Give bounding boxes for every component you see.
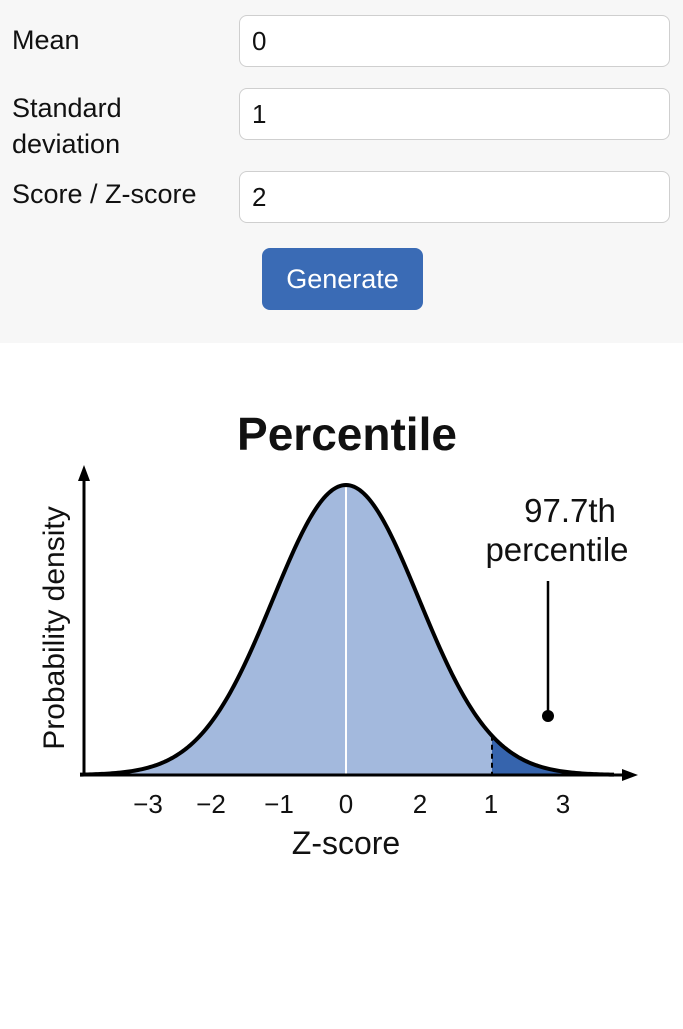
percentile-annotation-line2: percentile (485, 531, 628, 568)
x-axis-label: Z-score (292, 825, 400, 861)
score-input[interactable] (239, 171, 670, 223)
chart-title: Percentile (237, 408, 457, 460)
x-tick-label: 2 (413, 789, 427, 819)
percentile-annotation-line1: 97.7th (524, 492, 616, 529)
y-axis (78, 465, 90, 775)
input-form: Mean Standard deviation Score / Z-score … (0, 0, 683, 343)
x-tick-label: −3 (133, 789, 163, 819)
sd-label-line2: deviation (12, 129, 121, 159)
x-tick-label: −1 (264, 789, 294, 819)
x-tick-labels: −3 −2 −1 0 2 1 3 (133, 789, 570, 819)
chart-svg: Percentile −3 −2 −1 0 2 1 3 Z-score Probabilit… (38, 408, 638, 861)
x-axis-arrow (622, 769, 638, 781)
annotation-pointer-dot (542, 710, 554, 722)
normal-curve (79, 482, 615, 777)
x-tick-label: 3 (556, 789, 570, 819)
y-axis-label: Probability density (38, 506, 71, 749)
sd-label-line1: Standard (12, 93, 122, 123)
x-tick-label: 1 (484, 789, 498, 819)
generate-button[interactable]: Generate (262, 248, 423, 310)
mean-label: Mean (12, 25, 80, 55)
mean-input[interactable] (239, 15, 670, 67)
x-axis (80, 769, 638, 781)
x-tick-label: −2 (196, 789, 226, 819)
x-tick-label: 0 (339, 789, 353, 819)
sd-input[interactable] (239, 88, 670, 140)
score-label: Score / Z-score (12, 179, 197, 209)
percentile-chart: Percentile −3 −2 −1 0 2 1 3 Z-score Probabilit… (0, 343, 683, 1024)
y-axis-arrow (78, 465, 90, 481)
